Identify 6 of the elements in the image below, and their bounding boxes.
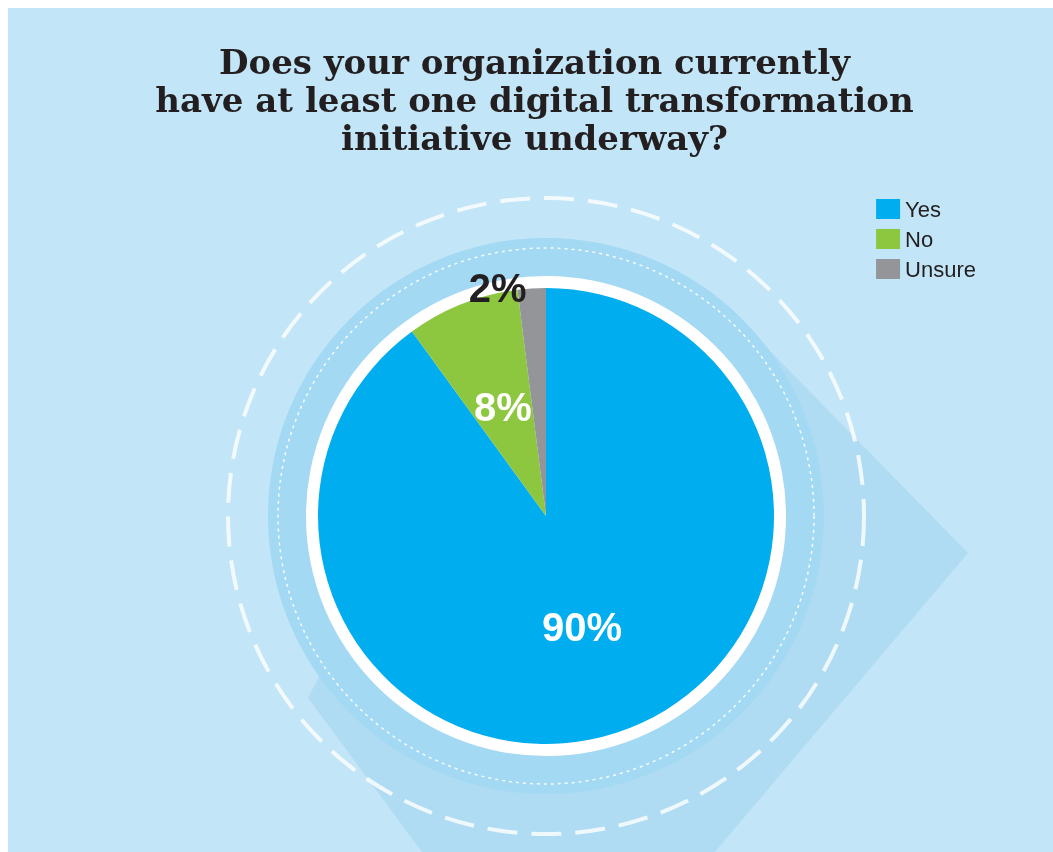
legend-label: Unsure xyxy=(905,256,976,282)
data-label: 8% xyxy=(474,385,532,430)
legend-label: No xyxy=(905,226,934,252)
chart-title: Does your organization currently have at least one digital transformation initiative underway? xyxy=(155,42,914,158)
legend-label: Yes xyxy=(905,196,941,222)
data-label: 90% xyxy=(542,605,623,650)
